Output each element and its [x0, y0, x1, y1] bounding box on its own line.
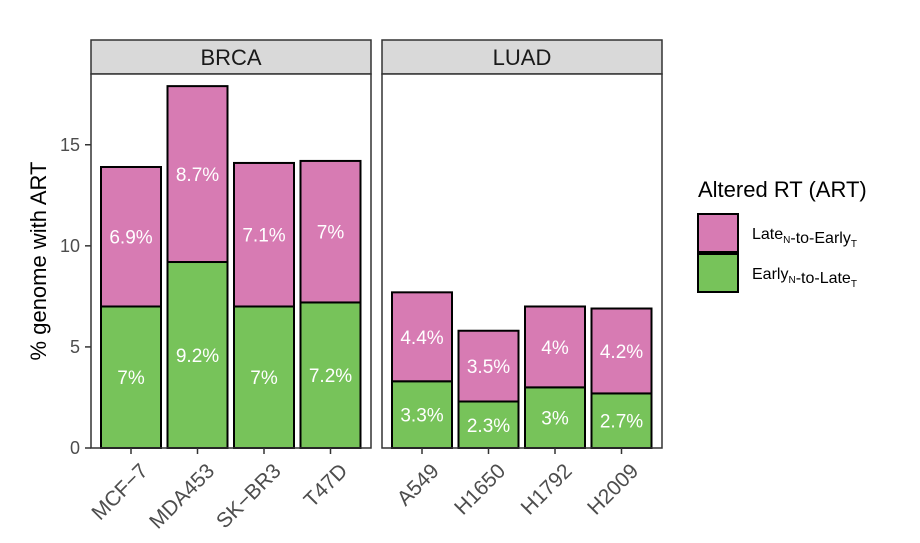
panel-border	[381, 73, 663, 449]
data-label: 3%	[541, 409, 569, 430]
data-label: 2.3%	[467, 416, 510, 437]
x-tick-label: A549	[393, 459, 444, 510]
panel-brca: BRCA 7% 6.9% MCF−7 9.2% 8.7% MDA453 7% 7.1% SK−BR…	[87, 39, 372, 533]
data-label: 4.4%	[400, 328, 443, 349]
bar-segment-late-to-early	[100, 165, 162, 308]
legend-title: Altered RT (ART)	[698, 177, 867, 202]
bar-segment-late-to-early	[299, 159, 362, 304]
data-label: 7.1%	[242, 226, 285, 247]
x-tick-label: H2009	[583, 459, 643, 519]
x-tick-label: MCF−7	[87, 459, 152, 524]
facet-strip	[90, 39, 372, 75]
legend: Altered RT (ART) LateN-to-EarlyT EarlyN-t…	[697, 177, 867, 293]
data-label: 7.2%	[309, 366, 352, 387]
data-label: 4.2%	[600, 342, 643, 363]
facet-strip-label: LUAD	[493, 45, 552, 70]
data-label: 9.2%	[176, 346, 219, 367]
panel-luad: LUAD 3.3% 4.4% A549 2.3% 3.5% H1650 3% 4% H1792 2.…	[381, 39, 663, 519]
data-label: 8.7%	[176, 165, 219, 186]
x-tick-label: T47D	[300, 459, 353, 512]
y-tick-label: 5	[70, 337, 80, 357]
x-tick-label: SK−BR3	[212, 459, 286, 533]
y-axis: 0 5 10 15	[60, 135, 91, 458]
data-label: 4%	[541, 338, 569, 359]
legend-key-late-to-early	[697, 213, 739, 253]
data-label: 2.7%	[600, 412, 643, 433]
bar-segment-late-to-early	[233, 161, 295, 308]
panel-border	[90, 73, 372, 449]
x-tick-label: H1650	[450, 459, 510, 519]
bar-segment-early-to-late	[299, 301, 362, 449]
legend-entry-label: LateN-to-EarlyT	[752, 226, 857, 250]
data-label: 7%	[117, 368, 145, 389]
facet-strip-label: BRCA	[200, 45, 261, 70]
data-label: 7%	[250, 368, 278, 389]
bar-segment-early-to-late	[391, 380, 453, 450]
bar-segment-late-to-early	[166, 85, 229, 264]
bar-segment-late-to-early	[457, 329, 520, 403]
data-label: 3.3%	[400, 406, 443, 427]
data-label: 3.5%	[467, 357, 510, 378]
legend-entry-label: EarlyN-to-LateT	[752, 266, 857, 290]
x-tick-label: H1792	[517, 459, 577, 519]
bar-segment-late-to-early	[391, 291, 453, 383]
facet-panels: BRCA 7% 6.9% MCF−7 9.2% 8.7% MDA453 7% 7.1% SK−BR…	[87, 39, 663, 533]
facet-strip	[381, 39, 663, 75]
y-tick-label: 10	[60, 236, 80, 256]
data-label: 7%	[317, 223, 345, 244]
y-tick-label: 15	[60, 135, 80, 155]
y-axis-label: % genome with ART	[26, 162, 51, 361]
data-label: 6.9%	[109, 228, 152, 249]
bar-segment-late-to-early	[524, 305, 586, 389]
bar-segment-late-to-early	[590, 307, 653, 395]
bar-segment-early-to-late	[166, 261, 229, 449]
legend-key-early-to-late	[697, 253, 739, 293]
y-tick-label: 0	[70, 438, 80, 458]
x-tick-label: MDA453	[145, 459, 219, 533]
